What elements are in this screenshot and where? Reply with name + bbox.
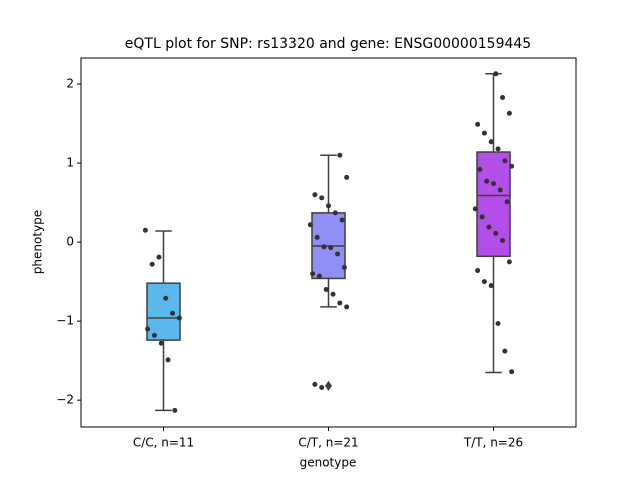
point (319, 384, 325, 390)
point (479, 214, 485, 220)
point (495, 320, 501, 326)
point (502, 158, 508, 164)
point (330, 291, 336, 297)
point (493, 230, 499, 236)
point (341, 264, 347, 270)
plot-frame (80, 57, 577, 428)
point (316, 273, 322, 279)
point (506, 259, 512, 265)
point (149, 261, 155, 267)
point (504, 199, 510, 205)
point (500, 238, 506, 244)
x-tick-label: C/T, n=21 (298, 436, 358, 450)
y-tick-label: 1 (66, 156, 74, 170)
point (475, 121, 481, 127)
point (344, 174, 350, 180)
chart-title: eQTL plot for SNP: rs13320 and gene: ENS… (125, 36, 531, 52)
point (310, 271, 316, 277)
point (484, 178, 490, 184)
point (475, 268, 481, 274)
outlier (325, 380, 332, 391)
y-tick-label: −2 (56, 393, 74, 407)
point (488, 283, 494, 289)
point (307, 222, 313, 228)
point (486, 224, 492, 230)
point (344, 304, 350, 310)
y-tick-label: 2 (66, 77, 74, 91)
box (146, 282, 181, 341)
point (337, 300, 343, 306)
point (481, 130, 487, 136)
point (491, 181, 496, 187)
y-tick-label: 0 (66, 235, 74, 249)
point (158, 340, 164, 346)
point (337, 152, 343, 158)
box (476, 151, 511, 258)
point (163, 295, 169, 301)
point (312, 381, 318, 387)
point (172, 407, 178, 413)
point (323, 287, 329, 293)
point (326, 203, 331, 209)
point (170, 310, 176, 316)
point (502, 348, 508, 354)
point (314, 234, 320, 240)
x-tick-label: T/T, n=26 (463, 436, 523, 450)
point (509, 163, 515, 169)
point (488, 139, 494, 145)
point (472, 206, 478, 212)
point (151, 332, 157, 338)
point (142, 227, 148, 233)
x-axis-label: genotype (300, 456, 357, 470)
point (165, 357, 171, 363)
point (506, 110, 512, 116)
point (495, 146, 501, 152)
point (176, 315, 182, 321)
point (509, 369, 515, 375)
point (493, 71, 499, 77)
point (497, 187, 503, 193)
y-tick-label: −1 (56, 314, 74, 328)
point (500, 95, 506, 101)
y-axis-label: phenotype (31, 210, 45, 274)
point (312, 192, 318, 198)
point (319, 195, 325, 201)
point (328, 245, 334, 251)
point (335, 251, 341, 257)
point (481, 279, 487, 285)
point (145, 326, 151, 332)
point (339, 217, 345, 223)
point (321, 244, 327, 250)
point (156, 254, 162, 260)
point (477, 166, 483, 172)
point (332, 210, 338, 216)
x-tick-label: C/C, n=11 (133, 436, 194, 450)
